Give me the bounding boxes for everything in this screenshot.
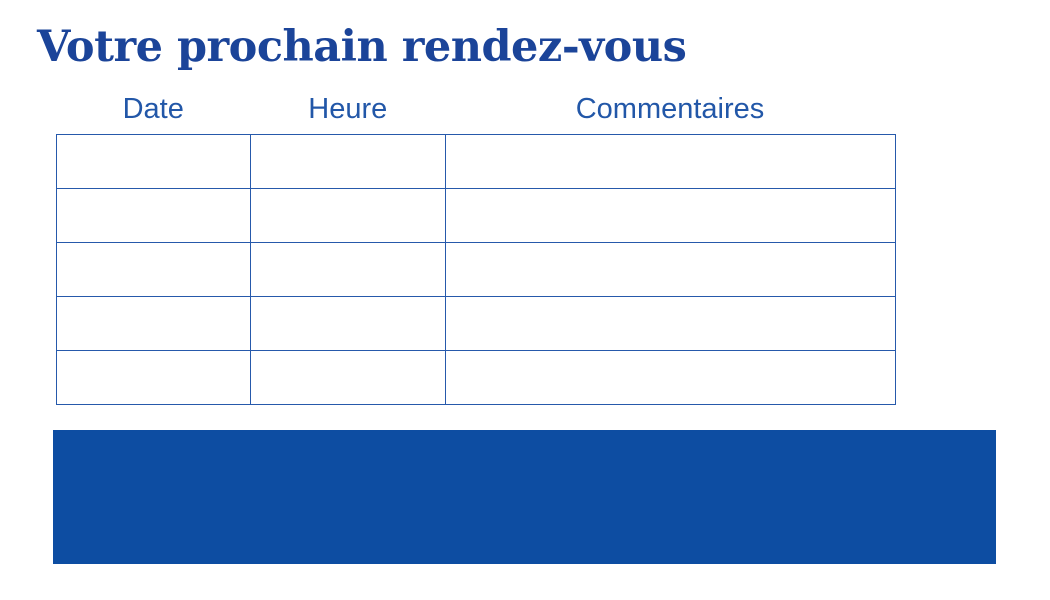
blue-banner xyxy=(53,430,996,564)
table-cell-commentaires xyxy=(444,242,896,297)
table-cell-heure xyxy=(250,134,446,189)
column-header-date: Date xyxy=(122,93,184,125)
table-cell-date xyxy=(55,350,251,405)
table-row xyxy=(55,296,896,351)
column-header-commentaires: Commentaires xyxy=(575,93,765,125)
table-row xyxy=(55,242,896,297)
appointments-table xyxy=(55,134,896,405)
table-cell-date xyxy=(55,188,251,243)
table-row xyxy=(55,188,896,243)
table-cell-date xyxy=(55,242,251,297)
table-cell-commentaires xyxy=(444,188,896,243)
table-cell-date xyxy=(55,134,251,189)
table-cell-heure xyxy=(250,296,446,351)
table-cell-heure xyxy=(250,242,446,297)
slide-title: Votre prochain rendez-vous xyxy=(37,22,687,72)
table-cell-commentaires xyxy=(444,350,896,405)
table-column-headers: Date Heure Commentaires xyxy=(56,93,895,126)
table-cell-date xyxy=(55,296,251,351)
table-cell-commentaires xyxy=(444,134,896,189)
column-header-heure: Heure xyxy=(308,93,388,125)
table-cell-heure xyxy=(250,188,446,243)
table-cell-heure xyxy=(250,350,446,405)
table-cell-commentaires xyxy=(444,296,896,351)
table-row xyxy=(55,134,896,189)
table-row xyxy=(55,350,896,405)
